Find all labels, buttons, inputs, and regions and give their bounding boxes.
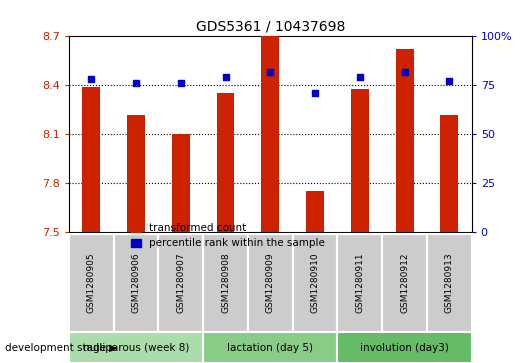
- Bar: [127, 115, 145, 232]
- Bar: [69, 234, 113, 332]
- Bar: [338, 234, 382, 332]
- Bar: [203, 234, 248, 332]
- Text: involution (day3): involution (day3): [360, 343, 449, 352]
- Bar: [306, 191, 324, 232]
- Text: GSM1280910: GSM1280910: [311, 253, 320, 314]
- Text: lactation (day 5): lactation (day 5): [227, 343, 313, 352]
- Bar: [338, 332, 472, 363]
- Point: [311, 90, 319, 96]
- Point: [176, 81, 185, 86]
- Title: GDS5361 / 10437698: GDS5361 / 10437698: [196, 20, 345, 34]
- Point: [132, 81, 140, 86]
- Text: GSM1280908: GSM1280908: [221, 253, 230, 314]
- Bar: [293, 234, 338, 332]
- Point: [445, 78, 454, 84]
- Text: development stage ▶: development stage ▶: [5, 343, 118, 353]
- Text: GSM1280911: GSM1280911: [355, 253, 364, 314]
- Text: GSM1280905: GSM1280905: [87, 253, 96, 314]
- Bar: [158, 234, 203, 332]
- Text: GSM1280913: GSM1280913: [445, 253, 454, 314]
- Text: GSM1280907: GSM1280907: [176, 253, 186, 314]
- Bar: [261, 36, 279, 232]
- Bar: [427, 234, 472, 332]
- Text: GSM1280906: GSM1280906: [131, 253, 140, 314]
- Bar: [440, 115, 458, 232]
- Bar: [69, 332, 203, 363]
- Text: GSM1280909: GSM1280909: [266, 253, 275, 314]
- Legend: transformed count, percentile rank within the sample: transformed count, percentile rank withi…: [127, 219, 330, 253]
- Bar: [203, 332, 338, 363]
- Bar: [82, 87, 100, 232]
- Bar: [351, 89, 369, 232]
- Point: [87, 77, 95, 82]
- Bar: [217, 93, 234, 232]
- Bar: [248, 234, 293, 332]
- Point: [222, 74, 230, 80]
- Bar: [113, 234, 158, 332]
- Point: [356, 74, 364, 80]
- Point: [266, 69, 275, 74]
- Text: GSM1280912: GSM1280912: [400, 253, 409, 313]
- Point: [400, 69, 409, 74]
- Bar: [395, 49, 413, 232]
- Text: nulliparous (week 8): nulliparous (week 8): [83, 343, 189, 352]
- Bar: [172, 134, 190, 232]
- Bar: [382, 234, 427, 332]
